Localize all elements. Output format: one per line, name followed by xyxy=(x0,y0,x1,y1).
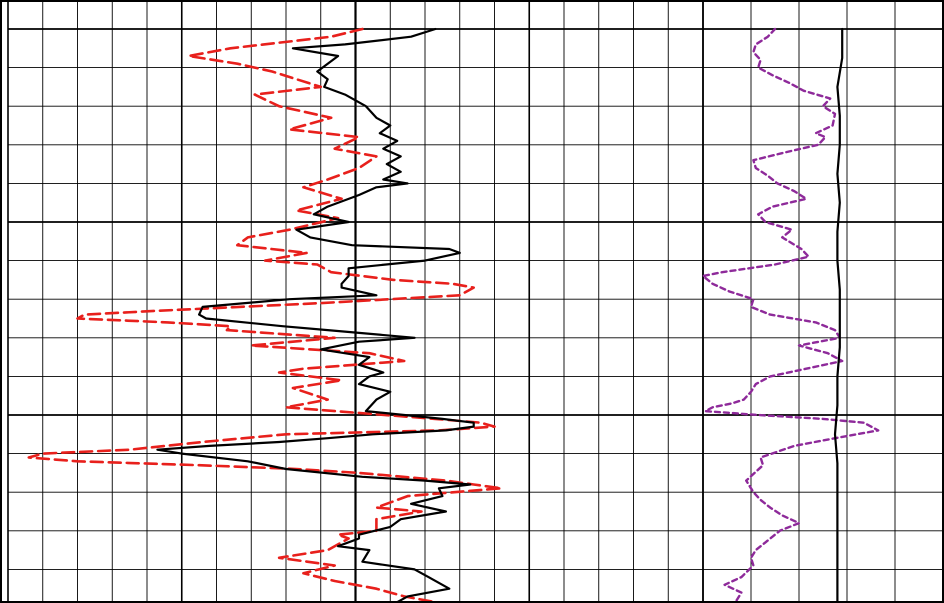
left-track-series-dashed-curve xyxy=(27,27,503,603)
right-track-series-solid-curve xyxy=(833,27,844,603)
right-track-series-dotted-curve xyxy=(701,27,880,603)
left-track-grid xyxy=(7,0,704,603)
left-track-series-solid-curve xyxy=(156,27,475,603)
left-track-series xyxy=(27,27,503,603)
right-track-series xyxy=(701,27,880,603)
